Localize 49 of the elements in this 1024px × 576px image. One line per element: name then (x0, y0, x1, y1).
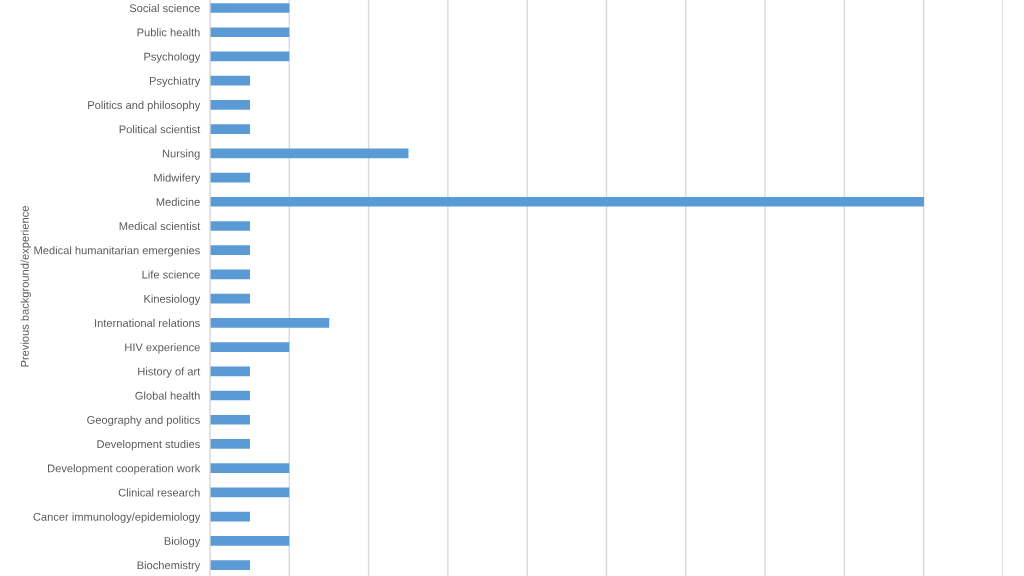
bar (210, 75, 250, 86)
bar (210, 27, 290, 38)
bar (210, 293, 250, 304)
bar (210, 100, 250, 110)
y-tick-label: Kinesiology (144, 294, 201, 305)
bar (210, 536, 290, 546)
y-axis-title: Previous background/experience (20, 206, 31, 367)
bar (210, 318, 330, 328)
y-tick-label: Nursing (162, 149, 200, 160)
bar (210, 269, 250, 280)
bar (210, 511, 250, 522)
y-tick-label: Medical humanitarian emergenies (34, 246, 200, 257)
bar (210, 245, 250, 256)
bar (210, 342, 290, 352)
bar (210, 560, 250, 570)
y-tick-label: HIV experience (125, 343, 200, 354)
bar (210, 487, 290, 498)
bar (210, 366, 250, 377)
y-tick-label: Life science (142, 270, 200, 279)
y-tick-label: Development studies (97, 439, 200, 451)
y-tick-label: Cancer immunology/epidemiology (33, 512, 201, 523)
bar (210, 196, 924, 207)
bar (210, 221, 250, 231)
bar (210, 439, 250, 449)
y-tick-label: Medical scientist (119, 221, 201, 231)
bar (210, 463, 290, 474)
bar (210, 172, 250, 183)
y-tick-label: Politics and philosophy (88, 100, 201, 112)
y-tick-label: Social science (129, 3, 200, 13)
bar (210, 390, 250, 401)
y-tick-label: Psychiatry (149, 76, 201, 87)
y-tick-label: Biology (164, 536, 201, 548)
y-tick-label: Global health (135, 391, 200, 400)
y-tick-label: Development cooperation work (48, 464, 201, 475)
bar (210, 414, 250, 425)
y-tick-label: Political scientist (119, 125, 201, 134)
bar (210, 51, 290, 62)
y-tick-label: Biochemistry (137, 561, 201, 572)
bar (210, 148, 409, 159)
y-tick-label: Midwifery (154, 173, 201, 184)
y-tick-label: Clinical research (118, 488, 200, 497)
y-tick-label: Geography and politics (87, 415, 200, 427)
y-tick-label: International relations (95, 318, 200, 327)
y-tick-label: Psychology (144, 52, 201, 63)
y-tick-label: History of art (138, 367, 201, 378)
bar (210, 3, 290, 13)
bar (210, 124, 250, 134)
y-tick-label: Medicine (156, 197, 200, 206)
y-tick-label: Public health (137, 28, 200, 37)
